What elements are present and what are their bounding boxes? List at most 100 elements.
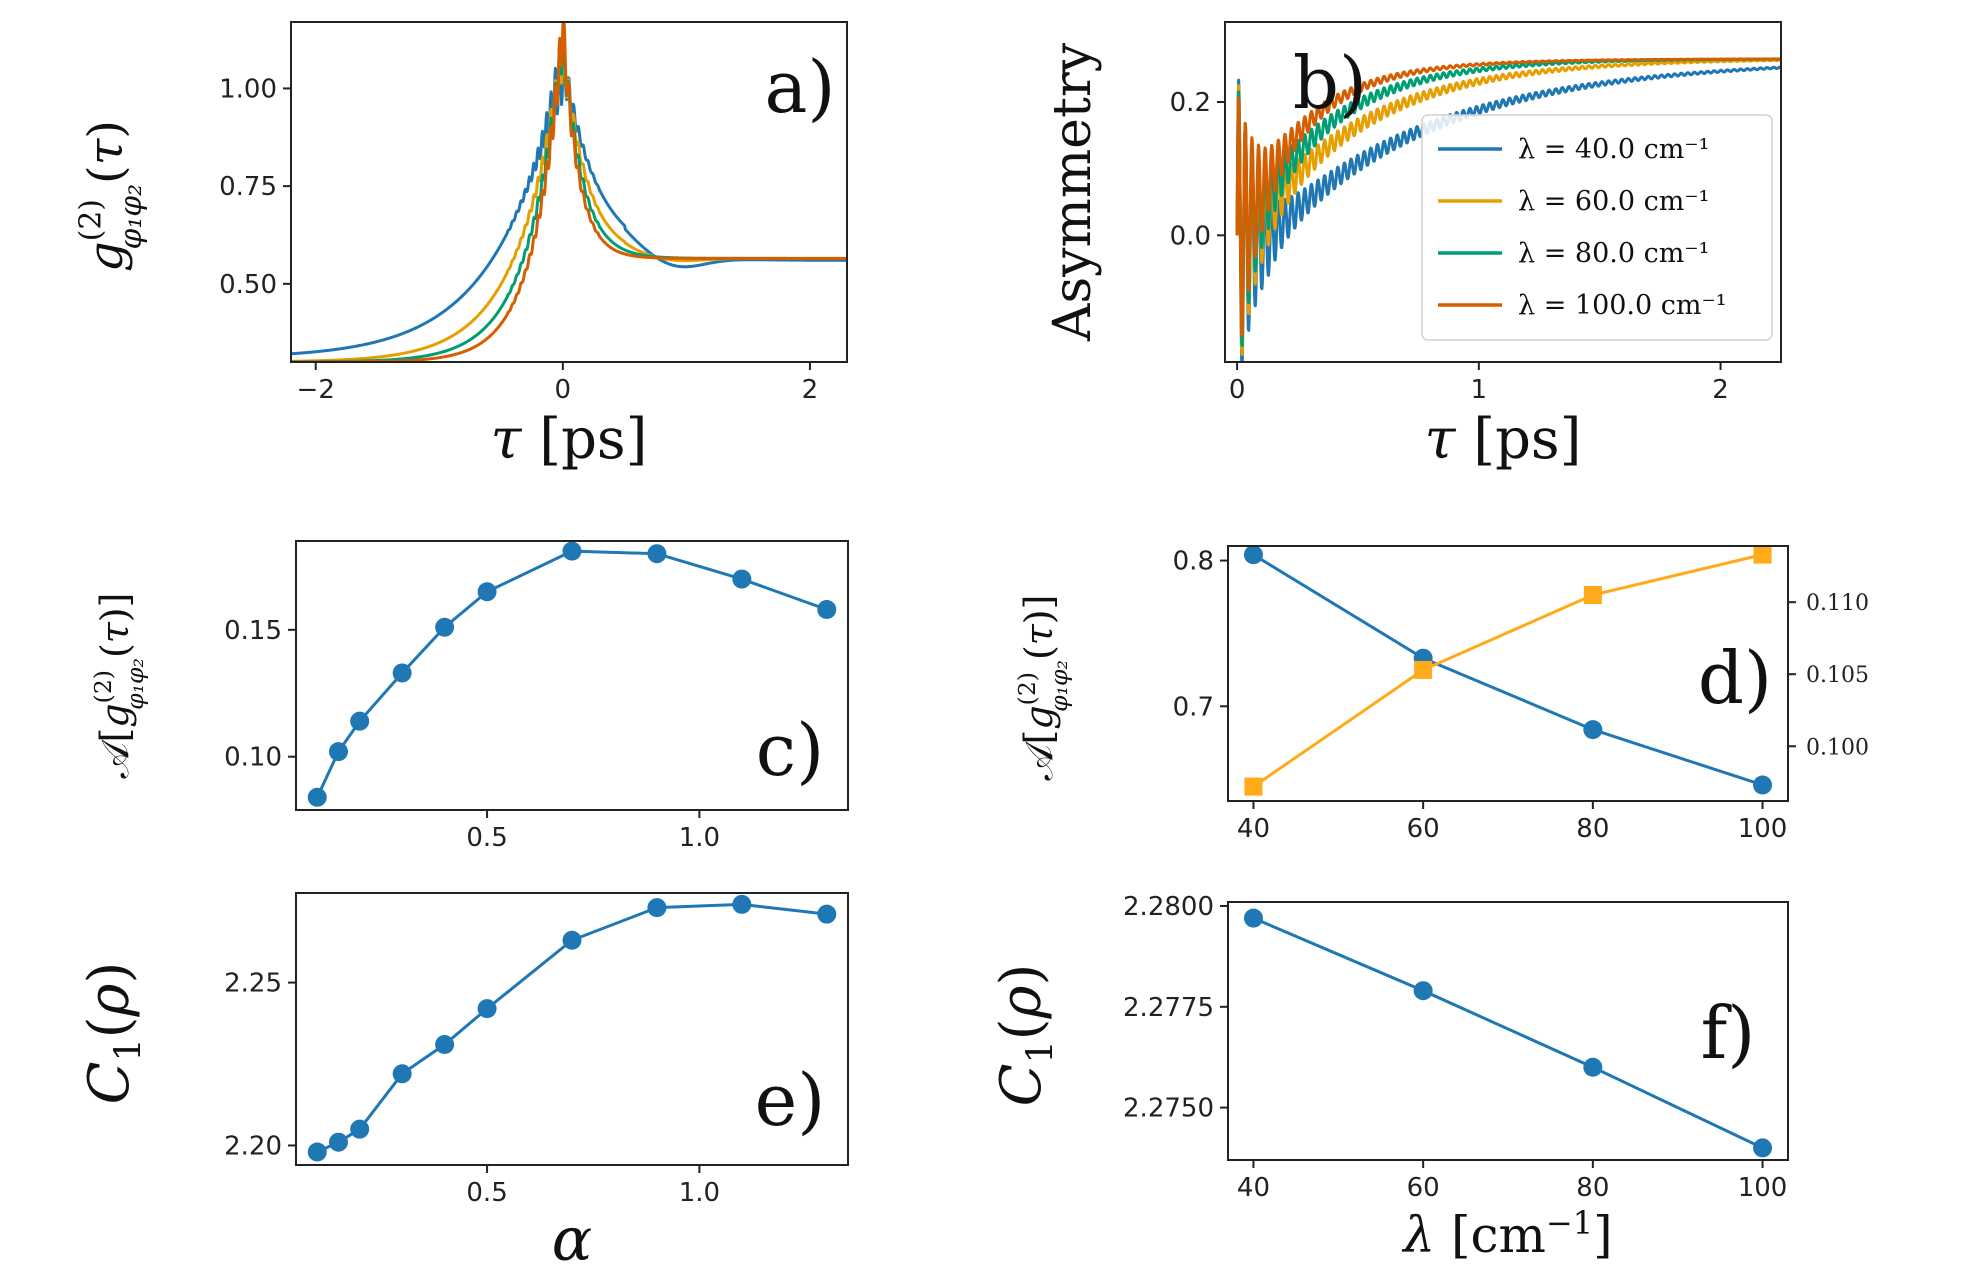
data-point-d bbox=[1583, 720, 1603, 740]
y-tick-label-d: 0.7 bbox=[1173, 692, 1214, 722]
y-tick-label-c: 0.10 bbox=[224, 743, 282, 773]
data-point-e bbox=[647, 898, 667, 918]
y-tick-label-c: 0.15 bbox=[224, 616, 282, 646]
legend-b: λ = 40.0 cm⁻¹ λ = 60.0 cm⁻¹ λ = 80.0 cm⁻¹ λ… bbox=[1421, 114, 1773, 341]
data-point-c bbox=[307, 787, 327, 807]
panel-d: 40 60 80 100 0.7 0.8 0.100 0.105 0.110 d) 𝒜[g(2) φ₁… bbox=[1013, 545, 1869, 844]
ylabel-b: Asymmetry bbox=[1043, 42, 1103, 342]
data-point-e bbox=[562, 930, 582, 950]
data-point-f bbox=[1753, 1138, 1773, 1158]
axes-frame-b bbox=[1224, 21, 1782, 363]
data-point-f bbox=[1243, 908, 1263, 928]
data-point-c bbox=[350, 711, 370, 731]
xlabel-f: λ [cm−1] bbox=[1401, 1204, 1612, 1264]
x-tick-label-e: 0.5 bbox=[466, 1178, 507, 1208]
data-point-e bbox=[732, 894, 752, 914]
y2-tick-label-d: 0.110 bbox=[1806, 591, 1869, 616]
y-tick-label-f: 2.2775 bbox=[1123, 993, 1214, 1023]
x-tick-label-f: 60 bbox=[1407, 1173, 1440, 1203]
legend-entry-100: λ = 100.0 cm⁻¹ bbox=[1518, 290, 1727, 321]
data-point-c bbox=[817, 600, 837, 620]
y-tick-label-a: 0.75 bbox=[219, 172, 277, 202]
x-tick-label-d: 100 bbox=[1738, 814, 1788, 844]
axes-frame-c bbox=[295, 540, 849, 811]
panel-c: 0.5 1.0 0.10 0.15 c) 𝒜[g(2) φ₁φ₂(τ)] bbox=[89, 540, 849, 853]
panel-a: −2 0 2 0.50 0.75 1.00 g(2) φ₁φ₂(τ) τ [ps] a) bbox=[73, 21, 848, 472]
x-tick-label-f: 40 bbox=[1237, 1173, 1270, 1203]
xlabel-a: τ [ps] bbox=[490, 407, 647, 472]
data-point-c bbox=[392, 663, 412, 683]
panel-label-b: b) bbox=[1293, 41, 1367, 125]
axes-frame-f bbox=[1227, 901, 1789, 1161]
data-point-f bbox=[1413, 981, 1433, 1001]
legend-entry-80: λ = 80.0 cm⁻¹ bbox=[1518, 238, 1709, 269]
data-point-d bbox=[1753, 775, 1773, 795]
ylabel-a: g(2) φ₁φ₂(τ) bbox=[73, 120, 149, 272]
y-tick-label-f: 2.2750 bbox=[1123, 1094, 1214, 1124]
axes-frame-e bbox=[295, 892, 849, 1166]
x-tick-label-f: 100 bbox=[1738, 1173, 1788, 1203]
series-line-c bbox=[315, 549, 828, 798]
data-point-d-right bbox=[1753, 545, 1772, 564]
x-tick-label-a: −2 bbox=[297, 375, 335, 405]
data-point-d-right bbox=[1583, 585, 1602, 604]
data-point-c bbox=[435, 617, 455, 637]
data-point-e bbox=[435, 1034, 455, 1054]
panel-label-d: d) bbox=[1698, 636, 1772, 720]
xlabel-e: α bbox=[552, 1205, 593, 1272]
y2-tick-label-d: 0.100 bbox=[1806, 735, 1869, 760]
x-tick-label-b: 2 bbox=[1712, 375, 1729, 405]
panel-label-f: f) bbox=[1701, 991, 1756, 1075]
x-tick-label-d: 40 bbox=[1237, 814, 1270, 844]
y-tick-label-d: 0.8 bbox=[1173, 547, 1214, 577]
series-b-60 bbox=[1235, 58, 1781, 357]
series-line-d-right bbox=[1252, 553, 1763, 788]
y-tick-label-b: 0.0 bbox=[1170, 221, 1211, 251]
series-line-f bbox=[1252, 916, 1764, 1150]
x-tick-label-c: 1.0 bbox=[679, 823, 720, 853]
series-line-e bbox=[316, 902, 827, 1154]
x-tick-label-b: 0 bbox=[1229, 375, 1246, 405]
x-tick-label-a: 2 bbox=[802, 375, 819, 405]
ylabel-c: 𝒜[g(2) φ₁φ₂(τ)] bbox=[89, 593, 149, 779]
panel-label-e: e) bbox=[755, 1058, 826, 1142]
data-point-c bbox=[647, 544, 667, 564]
data-point-e bbox=[307, 1142, 327, 1162]
y-tick-label-f: 2.2800 bbox=[1123, 892, 1214, 922]
x-tick-label-e: 1.0 bbox=[679, 1178, 720, 1208]
series-b-40 bbox=[1235, 65, 1781, 362]
x-tick-label-b: 1 bbox=[1471, 375, 1488, 405]
data-point-e bbox=[328, 1132, 348, 1152]
panel-label-a: a) bbox=[764, 45, 835, 129]
axes-frame-a bbox=[290, 21, 848, 363]
y-tick-label-b: 0.2 bbox=[1170, 88, 1211, 118]
panel-e: 0.5 1.0 2.20 2.25 e) C1(ρ) α bbox=[77, 892, 849, 1272]
legend-box bbox=[1421, 114, 1773, 341]
series-b-100 bbox=[1235, 57, 1781, 337]
x-tick-label-a: 0 bbox=[555, 375, 572, 405]
x-tick-label-c: 0.5 bbox=[466, 823, 507, 853]
data-point-e bbox=[392, 1064, 412, 1084]
panel-label-c: c) bbox=[756, 708, 824, 792]
data-point-c bbox=[732, 569, 752, 589]
y-tick-label-e: 2.20 bbox=[224, 1131, 282, 1161]
data-point-c bbox=[562, 541, 582, 561]
ylabel-d: 𝒜[g(2) φ₁φ₂(τ)] bbox=[1013, 595, 1073, 781]
legend-entry-60: λ = 60.0 cm⁻¹ bbox=[1518, 186, 1709, 217]
series-line-d-left bbox=[1252, 553, 1764, 787]
data-point-e bbox=[477, 999, 497, 1019]
y-tick-label-a: 0.50 bbox=[219, 270, 277, 300]
x-tick-label-f: 80 bbox=[1576, 1173, 1609, 1203]
x-tick-label-d: 80 bbox=[1576, 814, 1609, 844]
y-tick-label-a: 1.00 bbox=[219, 74, 277, 104]
y2-tick-label-d: 0.105 bbox=[1806, 663, 1869, 688]
data-point-d bbox=[1243, 545, 1263, 565]
data-point-d-right bbox=[1414, 660, 1433, 679]
data-point-f bbox=[1583, 1057, 1603, 1077]
ylabel-f: C1(ρ) bbox=[989, 964, 1061, 1107]
ylabel-e: C1(ρ) bbox=[77, 962, 149, 1105]
data-point-e bbox=[350, 1119, 370, 1139]
data-point-c bbox=[328, 742, 348, 762]
